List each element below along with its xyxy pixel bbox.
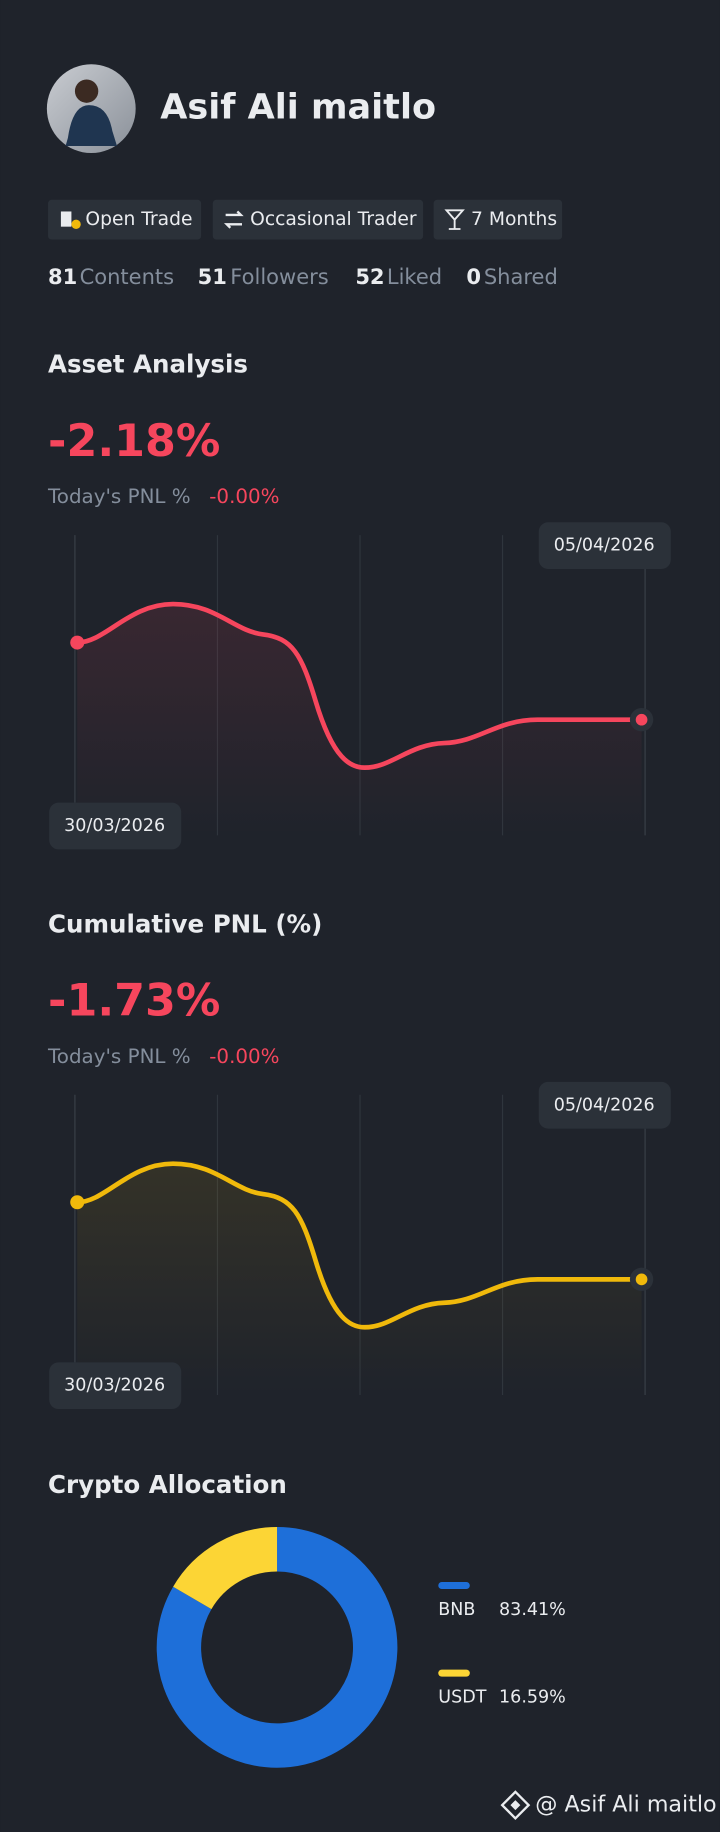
stat-value: 81 [48, 264, 77, 289]
cumulative-pnl: Cumulative PNL (%) -1.73% Today's PNL % … [47, 909, 671, 1410]
start-date: 30/03/2026 [64, 1376, 165, 1396]
legend-label: USDT [438, 1688, 486, 1708]
date-badge [49, 1362, 182, 1410]
date-badge [538, 522, 671, 569]
stat-value: 0 [466, 264, 481, 289]
today-label: Today's PNL % [47, 485, 191, 508]
legend-value: 83.41% [499, 1600, 566, 1620]
today-value: -0.00% [209, 485, 279, 508]
tag-label: 7 Months [471, 209, 557, 230]
today-value: -0.00% [209, 1045, 279, 1068]
donut-segment [156, 1527, 398, 1768]
tag-label: Occasional Trader [250, 209, 417, 230]
tag [433, 199, 563, 240]
date-badge [49, 802, 182, 850]
footer-watermark: @ Asif Ali maitlo [535, 1792, 716, 1818]
line [77, 1161, 642, 1330]
stat-value: 51 [198, 264, 227, 289]
line [77, 601, 642, 770]
section-title: Crypto Allocation [48, 1470, 287, 1499]
stat-value: 52 [355, 264, 384, 289]
stat-label: Followers [230, 264, 328, 289]
legend-value: 16.59% [499, 1688, 566, 1708]
stat-label: Contents [80, 264, 175, 289]
donut-segment [173, 1527, 278, 1610]
legend-label: BNB [438, 1600, 475, 1620]
tag-icon [60, 211, 72, 227]
stat-label: Shared [484, 264, 558, 289]
section-title: Cumulative PNL (%) [48, 909, 322, 938]
start-date: 30/03/2026 [64, 816, 165, 836]
point [70, 635, 85, 650]
line-area [77, 1163, 642, 1396]
point [70, 1195, 85, 1210]
today-label: Today's PNL % [47, 1045, 191, 1068]
tag [48, 199, 202, 240]
avatar-figure [74, 79, 99, 103]
end-date: 05/04/2026 [554, 1095, 655, 1115]
point [635, 1273, 648, 1286]
end-date: 05/04/2026 [554, 536, 655, 556]
tag-icon [223, 210, 244, 229]
avatar-figure [65, 105, 117, 147]
asset-analysis: Asset Analysis -2.18% Today's PNL % -0.0… [47, 350, 671, 850]
point [635, 713, 648, 726]
stat-label: Liked [387, 264, 442, 289]
donut-chart: BNB 83.41% USDT 16.59% [156, 1527, 566, 1768]
tag-label: Open Trade [85, 209, 192, 230]
legend-swatch [438, 1581, 470, 1589]
profile-name: Asif Ali maitlo [160, 87, 436, 128]
line-area [77, 604, 642, 836]
big-value: -1.73% [48, 976, 220, 1027]
tag [212, 199, 424, 240]
legend-swatch [438, 1669, 470, 1677]
big-value: -2.18% [48, 416, 220, 467]
tag-icon [444, 209, 465, 230]
tag-icon [71, 219, 81, 229]
date-badge [538, 1081, 671, 1129]
section-title: Asset Analysis [48, 350, 248, 379]
